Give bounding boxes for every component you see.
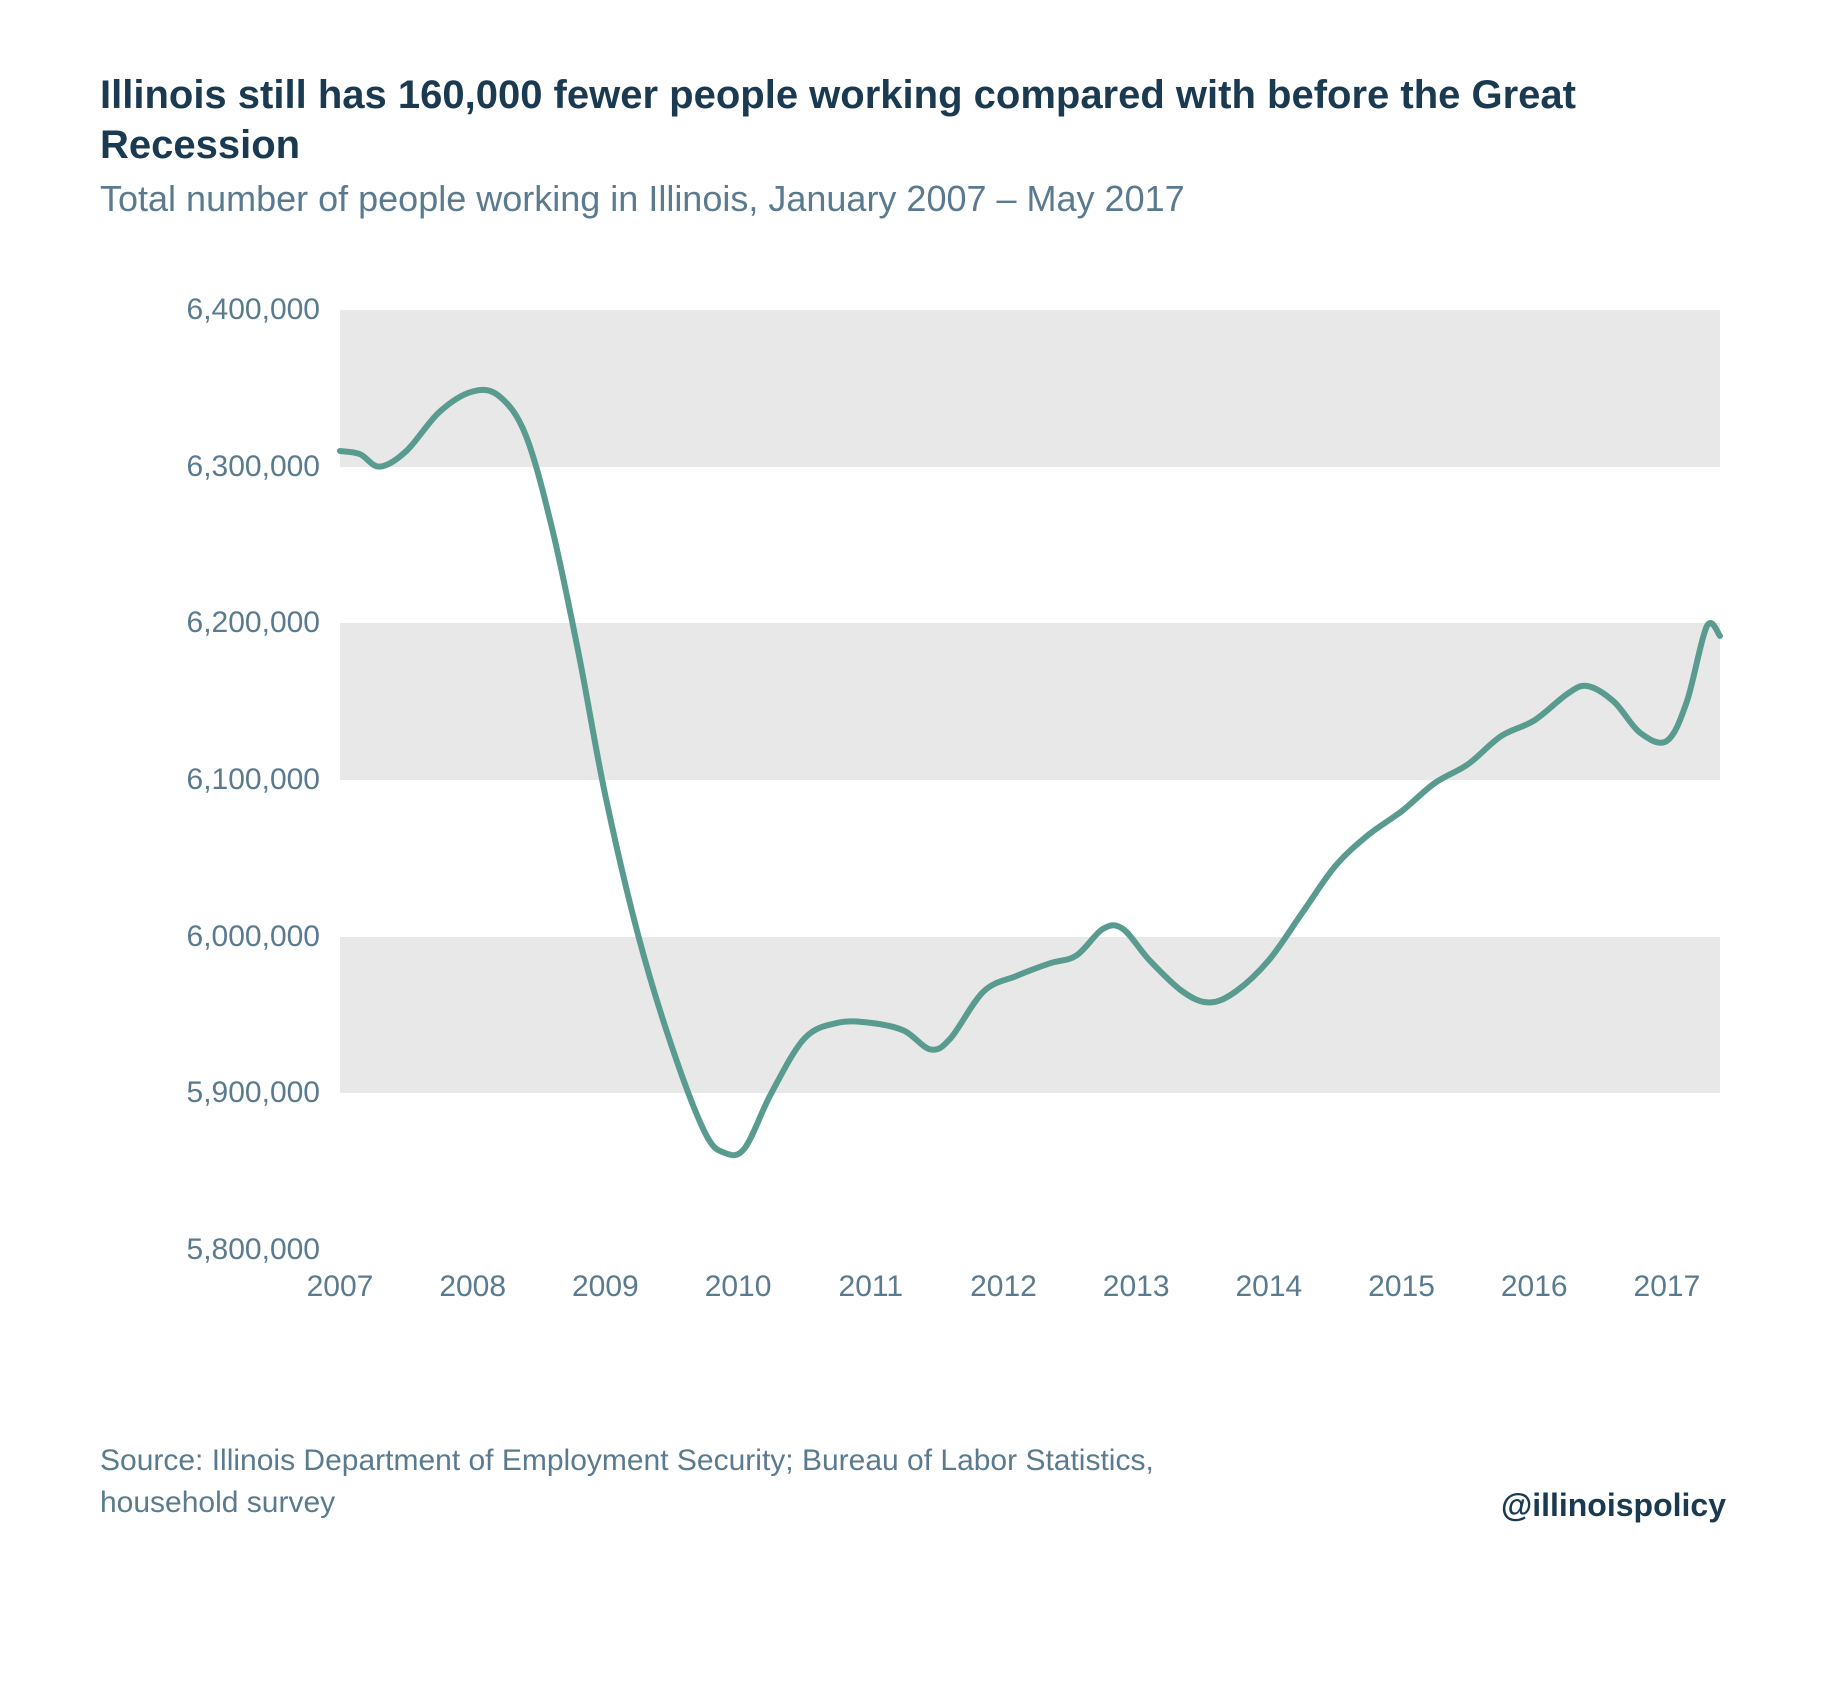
attribution-handle: @illinoispolicy — [1501, 1487, 1726, 1524]
y-axis-label: 6,000,000 — [120, 920, 320, 954]
chart-subtitle: Total number of people working in Illino… — [100, 178, 1726, 220]
y-axis-label: 5,800,000 — [120, 1233, 320, 1267]
y-axis-label: 6,100,000 — [120, 763, 320, 797]
y-axis-label: 5,900,000 — [120, 1076, 320, 1110]
data-line — [340, 390, 1720, 1155]
chart-footer: Source: Illinois Department of Employmen… — [100, 1440, 1726, 1524]
x-axis-label: 2011 — [839, 1270, 904, 1304]
y-axis-label: 6,400,000 — [120, 293, 320, 327]
y-axis-label: 6,300,000 — [120, 450, 320, 484]
line-svg — [340, 310, 1720, 1250]
x-axis-label: 2017 — [1634, 1270, 1701, 1304]
x-axis-label: 2012 — [970, 1270, 1037, 1304]
chart-container: 5,800,000 5,900,000 6,000,000 6,100,000 6,20… — [120, 310, 1720, 1360]
x-axis-label: 2014 — [1235, 1270, 1302, 1304]
x-axis-label: 2016 — [1501, 1270, 1568, 1304]
plot-area — [340, 310, 1720, 1250]
y-axis-label: 6,200,000 — [120, 606, 320, 640]
source-text: Source: Illinois Department of Employmen… — [100, 1440, 1200, 1524]
x-axis-label: 2009 — [572, 1270, 639, 1304]
chart-title: Illinois still has 160,000 fewer people … — [100, 70, 1726, 170]
x-axis-label: 2008 — [439, 1270, 506, 1304]
x-axis-label: 2007 — [307, 1270, 374, 1304]
x-axis-label: 2015 — [1368, 1270, 1435, 1304]
x-axis-label: 2013 — [1103, 1270, 1170, 1304]
x-axis-label: 2010 — [705, 1270, 772, 1304]
